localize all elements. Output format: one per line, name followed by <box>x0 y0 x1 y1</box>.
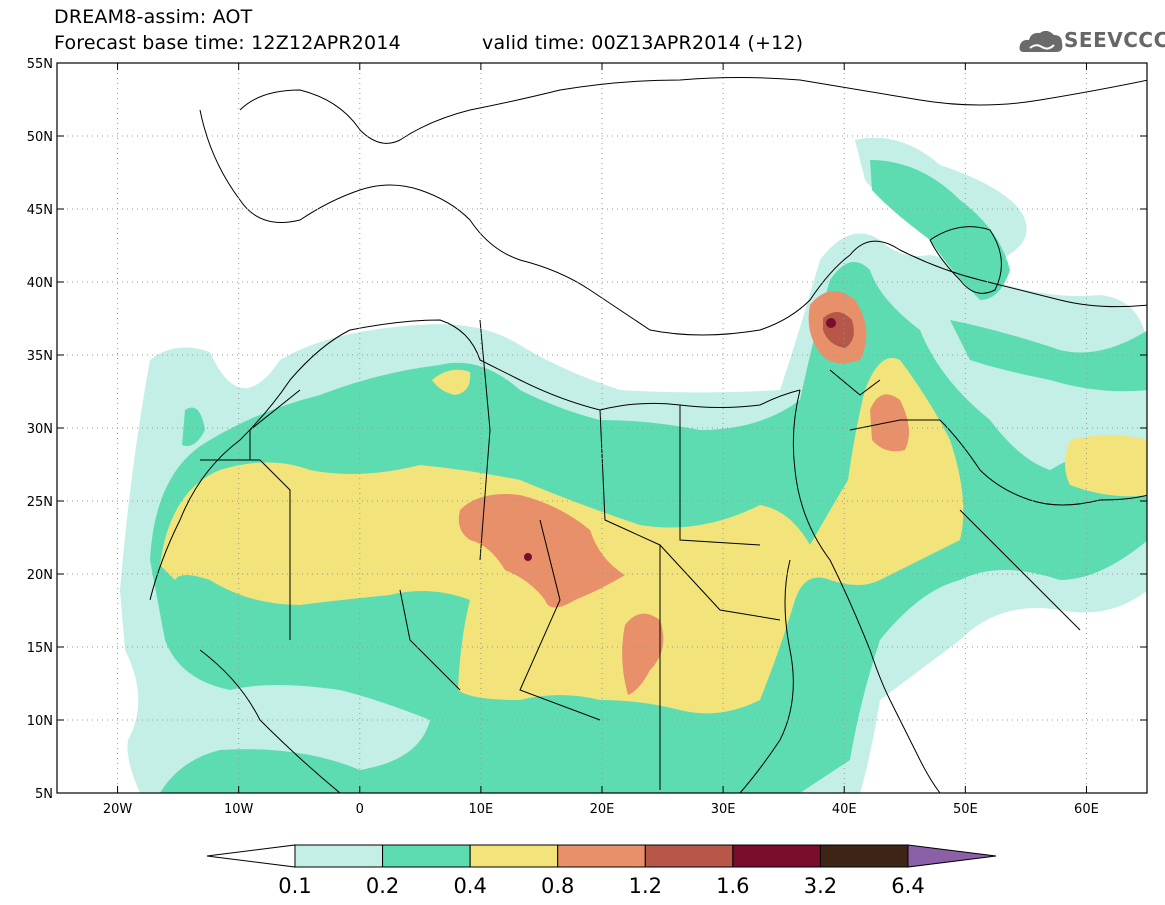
aot-contours <box>120 137 1147 793</box>
lat-tick-label: 35N <box>27 349 53 364</box>
lat-tick-label: 30N <box>27 422 53 437</box>
lat-lon-grid <box>57 63 1147 793</box>
valid-time: valid time: 00Z13APR2014 (+12) <box>482 32 804 54</box>
lon-tick-label: 0 <box>356 802 364 817</box>
lon-tick-label: 20E <box>590 802 615 817</box>
colorbar-bin <box>557 844 646 868</box>
forecast-base-time: Forecast base time: 12Z12APR2014 <box>54 32 401 54</box>
lon-tick-label: 40E <box>832 802 857 817</box>
colorbar-bin <box>469 844 559 868</box>
lon-tick-label: 30E <box>711 802 736 817</box>
lat-tick-label: 5N <box>35 787 53 802</box>
colorbar: 0.1 0.2 0.4 0.8 1.2 1.6 3.2 6.4 <box>206 844 997 898</box>
colorbar-label: 1.6 <box>716 874 749 898</box>
lat-tick-label: 40N <box>27 276 53 291</box>
colorbar-bin <box>644 844 734 868</box>
colorbar-label: 6.4 <box>891 874 924 898</box>
lon-tick-label: 50E <box>953 802 978 817</box>
colorbar-label: 3.2 <box>804 874 837 898</box>
colorbar-low-arrow <box>206 844 296 868</box>
logo-text: SEEVCCC <box>1064 28 1165 52</box>
aot-level-0.8 <box>458 291 909 695</box>
colorbar-label: 0.8 <box>541 874 574 898</box>
colorbar-bin <box>732 844 821 868</box>
axis-ticks <box>57 62 1147 794</box>
lat-tick-label: 50N <box>27 130 53 145</box>
lat-tick-label: 20N <box>27 568 53 583</box>
colorbar-bin <box>294 844 384 868</box>
lon-tick-label: 60E <box>1074 802 1099 817</box>
map-title: DREAM8-assim: AOT <box>54 6 253 28</box>
latitude-labels: 5N 10N 15N 20N 25N 30N 35N 40N 45N 50N 55N <box>27 57 53 802</box>
colorbar-bin <box>382 844 471 868</box>
colorbar-bin <box>819 844 909 868</box>
lat-tick-label: 45N <box>27 203 53 218</box>
lat-tick-label: 15N <box>27 641 53 656</box>
colorbar-label: 1.2 <box>629 874 662 898</box>
lon-tick-label: 20W <box>103 802 133 817</box>
colorbar-high-arrow <box>907 844 997 868</box>
lat-tick-label: 55N <box>27 57 53 72</box>
lat-tick-label: 25N <box>27 495 53 510</box>
cloud-icon <box>1019 30 1063 52</box>
lon-tick-label: 10E <box>469 802 494 817</box>
lon-tick-label: 10W <box>224 802 254 817</box>
lat-tick-label: 10N <box>27 714 53 729</box>
colorbar-label: 0.4 <box>453 874 486 898</box>
colorbar-label: 0.1 <box>278 874 311 898</box>
coastlines <box>149 77 1147 793</box>
colorbar-label: 0.2 <box>366 874 399 898</box>
aot-level-1.6 <box>524 318 836 561</box>
longitude-labels: 20W 10W 0 10E 20E 30E 40E 50E 60E <box>103 802 1099 817</box>
